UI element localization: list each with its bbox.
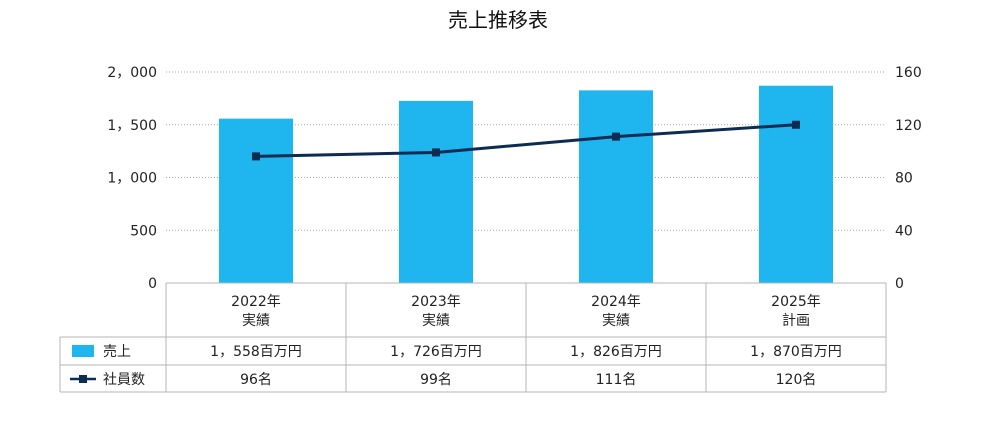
category-status-label-2: 実績: [602, 313, 630, 329]
sales-bars: [219, 85, 833, 284]
line-marker-1: [432, 148, 440, 157]
category-year-label-1: 2023年: [411, 294, 461, 310]
left-tick-label-4: 2，000: [107, 65, 157, 81]
chart-title: 売上推移表: [448, 8, 548, 32]
right-tick-label-2: 80: [895, 171, 913, 187]
right-axis-ticks: 0 40 80 120 160: [895, 65, 922, 292]
bar-2: [579, 90, 653, 284]
employee-value-label-1: 99名: [420, 372, 452, 388]
category-status-label-0: 実績: [242, 313, 270, 329]
employee-line-path: [255, 123, 797, 158]
line-marker-0: [252, 152, 260, 161]
category-status-label-1: 実績: [422, 313, 450, 329]
line-marker-2: [612, 132, 620, 141]
employee-value-label-0: 96名: [240, 372, 272, 388]
left-tick-label-0: 0: [148, 276, 157, 292]
bar-1: [399, 100, 473, 283]
legend-marker-employees: [79, 375, 87, 383]
bar-0: [219, 118, 293, 283]
category-year-label-2: 2024年: [591, 294, 641, 310]
category-year-label-0: 2022年: [231, 294, 281, 310]
sales-value-label-0: 1，558百万円: [210, 344, 302, 360]
left-tick-label-2: 1，000: [107, 171, 157, 187]
left-tick-label-1: 500: [130, 223, 157, 239]
employee-value-label-3: 120名: [776, 372, 817, 388]
category-year-label-3: 2025年: [771, 294, 821, 310]
left-tick-label-3: 1，500: [107, 118, 157, 134]
right-tick-label-0: 0: [895, 276, 904, 292]
line-marker-3: [792, 120, 800, 129]
legend-label-sales: 売上: [103, 344, 131, 360]
category-status-label-3: 計画: [782, 313, 810, 329]
sales-value-label-3: 1，870百万円: [750, 344, 842, 360]
legend-label-employees: 社員数: [103, 372, 145, 388]
right-tick-label-3: 120: [895, 118, 922, 134]
sales-value-label-1: 1，726百万円: [390, 344, 482, 360]
left-axis-ticks: 0 500 1，000 1，500 2，000: [107, 65, 157, 292]
legend-swatch-sales: [72, 345, 94, 357]
employee-line: [252, 120, 800, 161]
bar-3: [759, 85, 833, 283]
sales-value-label-2: 1，826百万円: [570, 344, 662, 360]
right-tick-label-1: 40: [895, 223, 913, 239]
right-tick-label-4: 160: [895, 65, 922, 81]
employee-value-label-2: 111名: [596, 372, 637, 388]
